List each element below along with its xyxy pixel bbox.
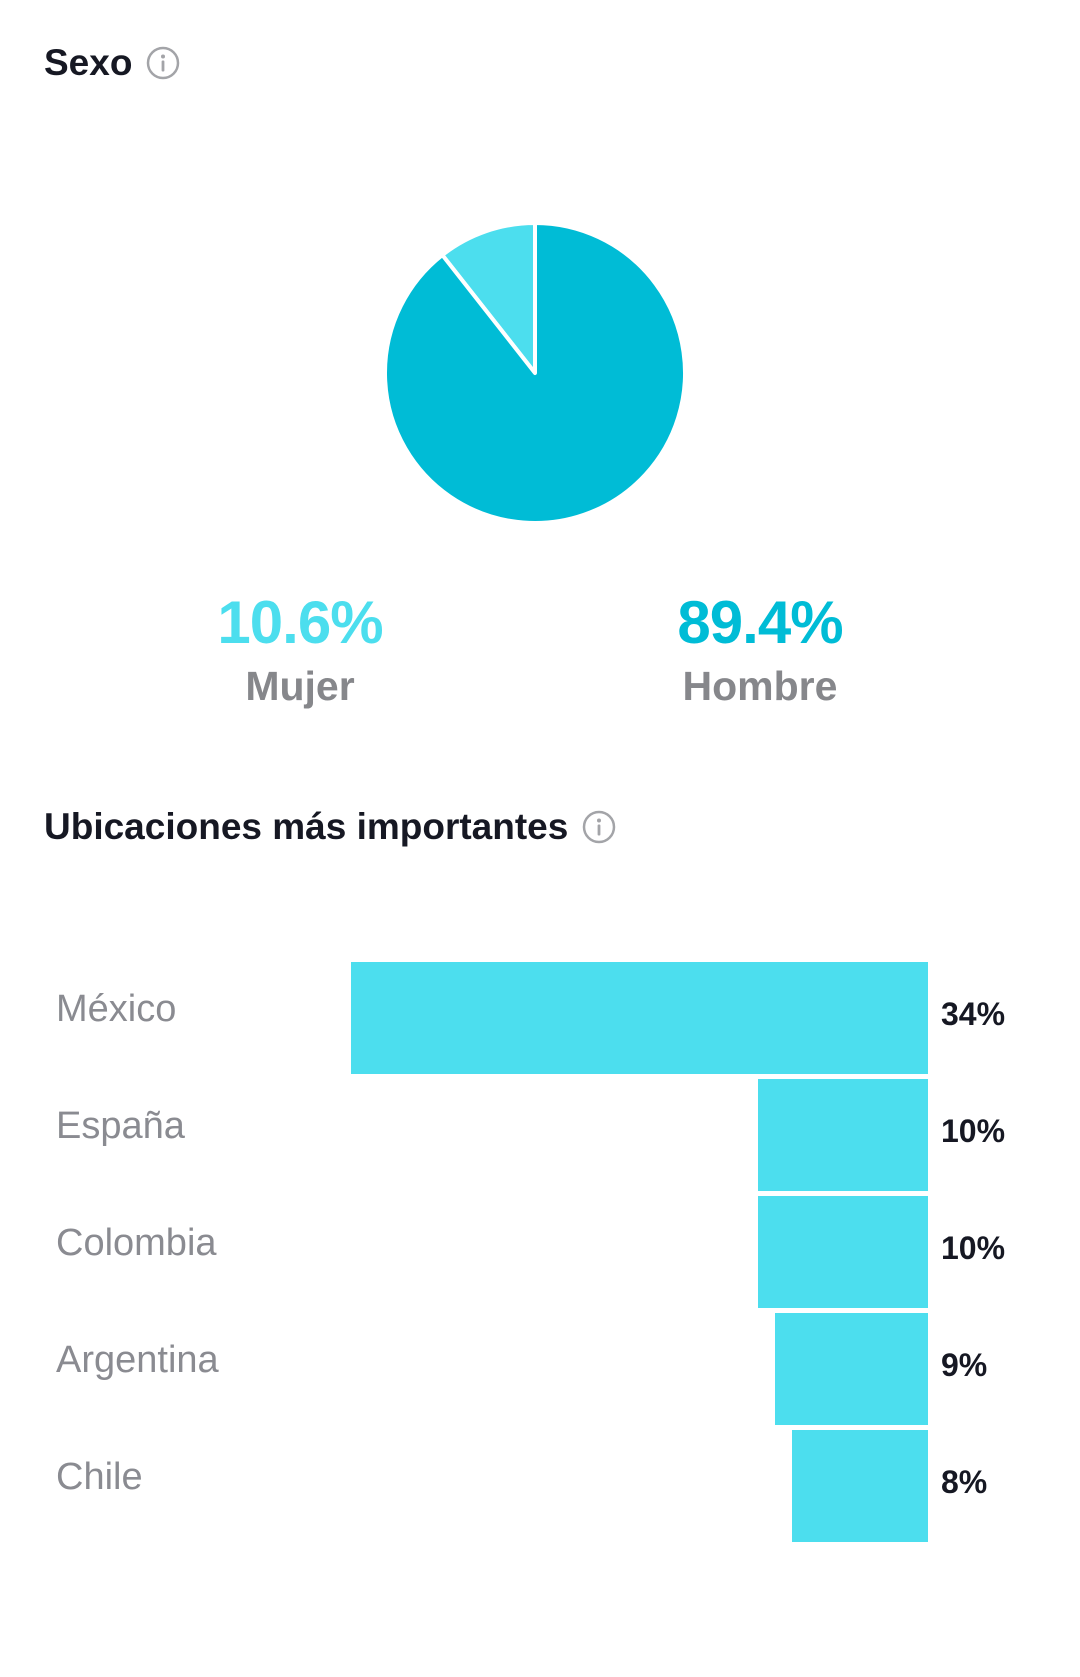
- gender-title-text: Sexo: [44, 42, 133, 83]
- location-value: 34%: [941, 996, 1006, 1032]
- section-title-gender: Sexo: [44, 42, 180, 84]
- location-value: 9%: [941, 1347, 988, 1383]
- location-row-argentina: Argentina 9%: [0, 1313, 1080, 1425]
- hombre-label: Hombre: [682, 663, 838, 709]
- country-label: España: [56, 1105, 185, 1147]
- gender-pie-chart: [383, 221, 687, 525]
- country-label: Chile: [56, 1456, 143, 1498]
- legend-mujer: 10.6% Mujer: [160, 590, 440, 714]
- country-label: México: [56, 988, 177, 1030]
- location-bar: [758, 1196, 928, 1308]
- country-label: Colombia: [56, 1222, 217, 1264]
- location-row-chile: Chile 8%: [0, 1430, 1080, 1542]
- location-bar: [351, 962, 928, 1074]
- location-row-mexico: México 34%: [0, 962, 1080, 1074]
- section-title-locations: Ubicaciones más importantes: [44, 806, 616, 848]
- legend-hombre: 89.4% Hombre: [620, 590, 900, 714]
- mujer-label: Mujer: [245, 663, 355, 709]
- location-row-espana: España 10%: [0, 1079, 1080, 1191]
- location-row-colombia: Colombia 10%: [0, 1196, 1080, 1308]
- location-value: 10%: [941, 1113, 1006, 1149]
- location-bar: [775, 1313, 928, 1425]
- location-bar: [758, 1079, 928, 1191]
- location-value: 8%: [941, 1464, 988, 1500]
- info-circle-icon[interactable]: [146, 46, 180, 80]
- location-bar: [792, 1430, 928, 1542]
- country-label: Argentina: [56, 1339, 219, 1381]
- info-circle-icon[interactable]: [582, 810, 616, 844]
- pie-slice-hombre: [383, 221, 687, 525]
- pie-slice-mujer: [440, 221, 537, 375]
- location-value: 10%: [941, 1230, 1006, 1266]
- locations-title-text: Ubicaciones más importantes: [44, 806, 569, 847]
- hombre-percentage: 89.4%: [677, 589, 843, 656]
- mujer-percentage: 10.6%: [217, 589, 383, 656]
